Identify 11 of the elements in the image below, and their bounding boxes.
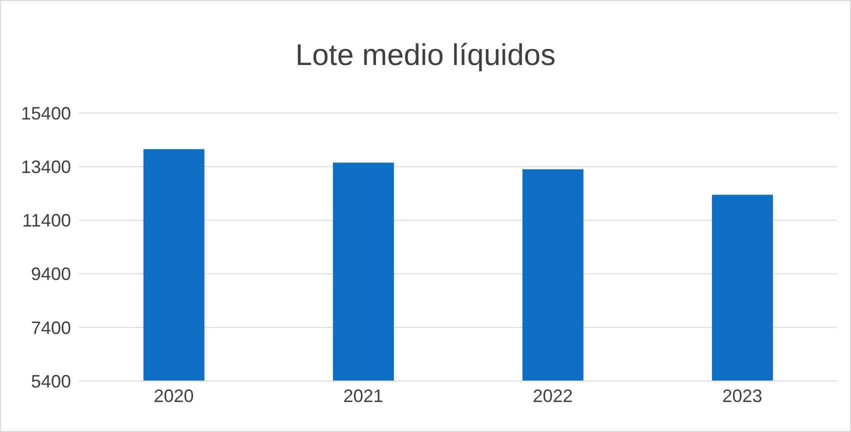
chart-title: Lote medio líquidos bbox=[294, 39, 557, 73]
y-tick-label: 5400 bbox=[30, 371, 71, 392]
y-tick-label: 9400 bbox=[30, 264, 71, 284]
x-tick-label: 2022 bbox=[532, 386, 573, 406]
x-tick-label: 2023 bbox=[722, 386, 762, 406]
y-tick-label: 11400 bbox=[22, 210, 71, 231]
x-tick-label: 2020 bbox=[154, 386, 194, 406]
y-tick-label: 15400 bbox=[20, 103, 71, 124]
x-tick-label: 2021 bbox=[343, 386, 384, 406]
y-tick-label: 13400 bbox=[20, 156, 71, 177]
y-tick-label: 7400 bbox=[30, 318, 71, 338]
